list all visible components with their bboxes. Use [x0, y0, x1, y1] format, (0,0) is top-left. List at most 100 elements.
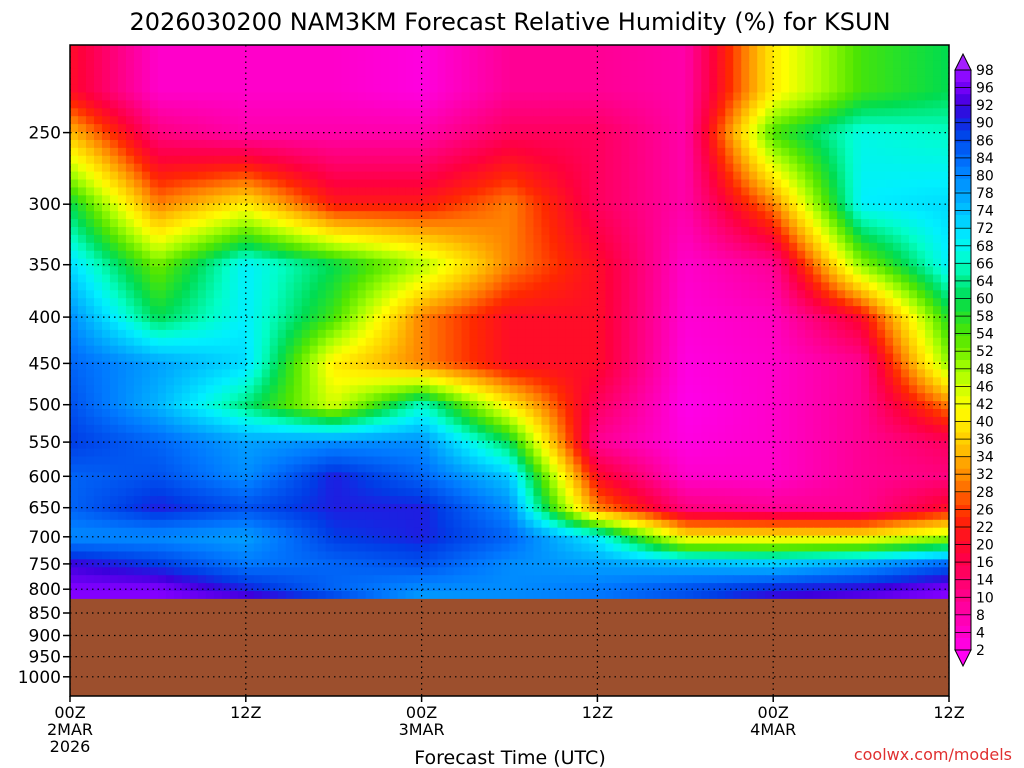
rh-cell: [677, 187, 686, 196]
rh-cell: [357, 179, 367, 189]
rh-cell: [413, 60, 423, 70]
rh-cell: [509, 250, 519, 260]
rh-cell: [373, 227, 383, 236]
rh-cell: [149, 290, 159, 299]
rh-cell: [277, 306, 287, 315]
rh-cell: [725, 385, 734, 394]
rh-cell: [757, 116, 766, 125]
rh-cell: [917, 179, 926, 189]
rh-cell: [277, 68, 287, 78]
rh-cell: [589, 60, 598, 70]
rh-cell: [701, 211, 710, 220]
rh-cell: [485, 171, 495, 181]
rh-cell: [885, 45, 894, 54]
rh-cell: [365, 60, 375, 70]
rh-cell: [869, 290, 878, 299]
rh-cell: [893, 266, 902, 276]
rh-cell: [901, 337, 910, 347]
rh-cell: [389, 211, 399, 220]
rh-cell: [237, 242, 247, 252]
rh-cell: [509, 171, 519, 181]
rh-cell: [109, 314, 119, 323]
rh-cell: [245, 100, 255, 109]
rh-cell: [261, 369, 271, 378]
rh-cell: [789, 52, 798, 62]
rh-cell: [413, 266, 423, 276]
rh-cell: [269, 401, 279, 410]
rh-cell: [493, 290, 503, 299]
rh-cell: [269, 290, 279, 299]
rh-cell: [357, 195, 367, 204]
rh-cell: [309, 84, 319, 94]
rh-cell: [141, 353, 151, 363]
rh-cell: [445, 68, 455, 78]
rh-cell: [813, 76, 822, 86]
rh-cell: [365, 353, 375, 363]
rh-cell: [125, 337, 135, 347]
rh-cell: [469, 76, 479, 86]
rh-cell: [429, 84, 439, 94]
rh-cell: [677, 290, 686, 299]
rh-cell: [885, 306, 894, 315]
rh-cell: [149, 124, 159, 133]
rh-cell: [773, 337, 782, 347]
rh-cell: [829, 242, 838, 252]
rh-cell: [141, 298, 151, 307]
rh-cell: [493, 393, 503, 402]
rh-cell: [285, 393, 295, 402]
rh-cell: [509, 377, 519, 386]
rh-cell: [421, 321, 431, 331]
rh-cell: [581, 329, 591, 339]
rh-cell: [277, 250, 287, 260]
rh-cell: [157, 76, 167, 86]
rh-cell: [277, 337, 287, 347]
rh-cell: [829, 155, 838, 165]
rh-cell: [541, 290, 551, 299]
rh-cell: [349, 227, 359, 236]
rh-cell: [477, 219, 487, 228]
rh-cell: [157, 282, 167, 291]
rh-cell: [301, 163, 311, 173]
rh-cell: [373, 171, 383, 181]
rh-cell: [669, 329, 678, 339]
rh-cell: [829, 369, 838, 378]
rh-cell: [757, 377, 766, 386]
rh-cell: [165, 258, 175, 268]
rh-cell: [533, 84, 543, 94]
rh-cell: [453, 234, 463, 244]
rh-cell: [197, 147, 207, 157]
rh-cell: [269, 76, 279, 86]
rh-cell: [453, 147, 463, 157]
rh-cell: [269, 377, 279, 386]
rh-cell: [485, 139, 495, 149]
rh-cell: [637, 361, 646, 371]
rh-cell: [885, 282, 894, 291]
rh-cell: [733, 171, 742, 181]
rh-cell: [621, 345, 630, 355]
rh-cell: [805, 345, 814, 355]
rh-cell: [397, 147, 407, 157]
rh-cell: [365, 195, 375, 204]
rh-cell: [237, 100, 247, 109]
rh-cell: [413, 132, 423, 141]
rh-cell: [629, 171, 638, 181]
rh-cell: [373, 401, 383, 410]
rh-cell: [853, 385, 862, 394]
rh-cell: [197, 60, 207, 70]
rh-cell: [645, 393, 654, 402]
rh-cell: [733, 337, 742, 347]
rh-cell: [677, 337, 686, 347]
rh-cell: [141, 84, 151, 94]
rh-cell: [293, 195, 303, 204]
rh-cell: [237, 258, 247, 268]
rh-cell: [589, 266, 598, 276]
rh-cell: [205, 393, 215, 402]
rh-cell: [757, 361, 766, 371]
rh-cell: [189, 227, 199, 236]
rh-cell: [181, 290, 191, 299]
rh-cell: [293, 187, 303, 196]
rh-cell: [749, 68, 758, 78]
rh-cell: [869, 147, 878, 157]
rh-cell: [925, 76, 934, 86]
rh-cell: [173, 100, 183, 109]
